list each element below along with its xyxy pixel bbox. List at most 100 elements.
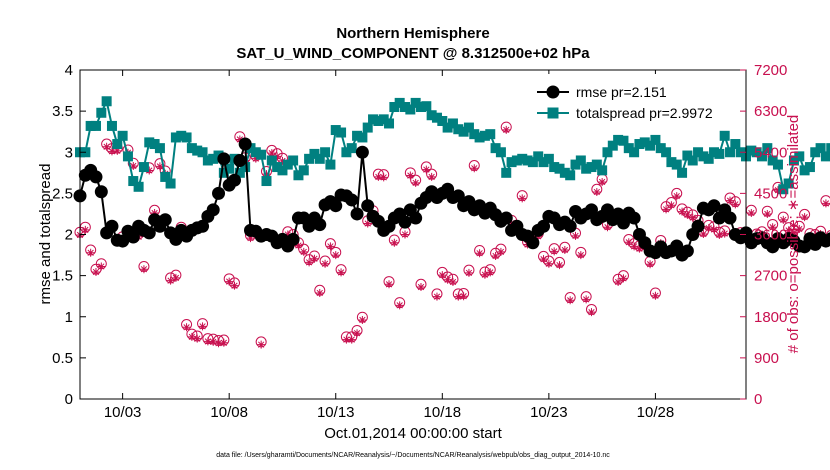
x-tick-label: 10/08	[210, 404, 248, 421]
rmse-point	[409, 211, 423, 225]
obs-assimilated-marker	[795, 225, 804, 234]
rmse-point	[723, 211, 737, 225]
obs-assimilated-marker	[603, 223, 612, 232]
totalspread-point	[485, 129, 496, 140]
y2-tick-label: 7200	[754, 62, 787, 79]
totalspread-point	[469, 129, 480, 140]
totalspread-point	[709, 147, 720, 158]
legend-spread-label: totalspread pr=2.9972	[576, 105, 713, 121]
totalspread-point	[533, 151, 544, 162]
obs-assimilated-marker	[672, 192, 681, 201]
obs-assimilated-marker	[209, 337, 218, 346]
y2-axis-label: # of obs: o=possible; ∗=assimilated	[785, 115, 802, 354]
rmse-point	[616, 216, 630, 230]
totalspread-point	[751, 147, 762, 158]
totalspread-point	[368, 114, 379, 125]
y2-tick-label: 3600	[754, 227, 787, 244]
obs-assimilated-marker	[86, 248, 95, 257]
rmse-point	[600, 203, 614, 217]
totalspread-point	[357, 132, 368, 143]
rmse-point	[707, 199, 721, 213]
rmse-series	[73, 137, 830, 262]
obs-assimilated-marker	[214, 339, 223, 348]
obs-assimilated-marker	[401, 230, 410, 239]
obs-assimilated-marker	[150, 209, 159, 218]
obs-assimilated-marker	[715, 230, 724, 239]
totalspread-point	[112, 139, 123, 150]
totalspread-point	[490, 143, 501, 154]
obs-assimilated-marker	[246, 234, 255, 243]
totalspread-point	[645, 140, 656, 151]
totalspread-point	[122, 151, 133, 162]
totalspread-point	[261, 176, 272, 187]
totalspread-point	[495, 147, 506, 158]
obs-assimilated-marker	[518, 194, 527, 203]
rmse-point	[627, 211, 641, 225]
totalspread-point	[117, 130, 128, 141]
totalspread-point	[373, 115, 384, 126]
rmse-point	[105, 219, 119, 233]
obs-assimilated-marker	[283, 230, 292, 239]
legend-box	[532, 74, 740, 124]
obs-assimilated-marker	[768, 223, 777, 232]
rmse-point	[313, 218, 327, 232]
totalspread-point	[256, 149, 267, 160]
totalspread-point	[154, 143, 165, 154]
y-axis-right: 0 900 1800 2700 3600 4500 5400 6300 7200	[740, 62, 787, 408]
rmse-point	[238, 137, 252, 151]
obs-assimilated-marker	[667, 201, 676, 210]
totalspread-point	[479, 130, 490, 141]
totalspread-point	[208, 153, 219, 164]
obs-assimilated-marker	[310, 254, 319, 263]
obs-assimilated-marker	[299, 247, 308, 256]
totalspread-point	[160, 171, 171, 182]
rmse-point	[526, 236, 540, 250]
obs-assimilated-marker	[747, 209, 756, 218]
totalspread-point	[719, 130, 730, 141]
obs-assimilated-marker	[699, 230, 708, 239]
totalspread-point	[437, 115, 448, 126]
totalspread-point	[762, 143, 773, 154]
totalspread-point	[245, 143, 256, 154]
y-axis-label: rmse and totalspread	[37, 164, 54, 305]
obs-assimilated-marker	[326, 242, 335, 251]
totalspread-point	[346, 143, 357, 154]
obs-assimilated-marker	[710, 225, 719, 234]
totalspread-point	[352, 130, 363, 141]
obs-assimilated-marker	[385, 280, 394, 289]
rmse-point	[89, 170, 103, 184]
totalspread-point	[405, 104, 416, 115]
obs-assimilated-marker	[646, 260, 655, 269]
totalspread-point	[565, 170, 576, 181]
totalspread-point	[506, 157, 517, 168]
obs-assimilated-marker	[651, 291, 660, 300]
totalspread-point	[778, 184, 789, 195]
totalspread-point	[186, 143, 197, 154]
totalspread-point	[224, 163, 235, 174]
obs-assimilated-marker	[773, 186, 782, 195]
totalspread-point	[85, 120, 96, 131]
obs-assimilated-marker	[592, 188, 601, 197]
totalspread-point	[613, 134, 624, 145]
rmse-point	[537, 219, 551, 233]
obs-assimilated-marker	[374, 172, 383, 181]
totalspread-point	[138, 162, 149, 173]
totalspread-point	[618, 135, 629, 146]
totalspread-point	[298, 165, 309, 176]
totalspread-point	[591, 159, 602, 170]
rmse-point	[158, 213, 172, 227]
totalspread-point	[400, 102, 411, 113]
totalspread-point	[772, 159, 783, 170]
obs-assimilated-marker	[475, 249, 484, 258]
x-axis: 10/03 10/08 10/13 10/18 10/23 10/28	[104, 70, 674, 421]
obs-assimilated-marker	[491, 251, 500, 260]
y-tick-label: 2	[65, 227, 73, 244]
rmse-point	[824, 232, 830, 245]
obs-assimilated-marker	[624, 238, 633, 247]
obs-assimilated-marker	[582, 295, 591, 304]
x-tick-label: 10/13	[317, 404, 355, 421]
obs-assimilated-marker	[571, 231, 580, 240]
y2-tick-label: 5400	[754, 144, 787, 161]
obs-assimilated-marker	[129, 161, 138, 170]
